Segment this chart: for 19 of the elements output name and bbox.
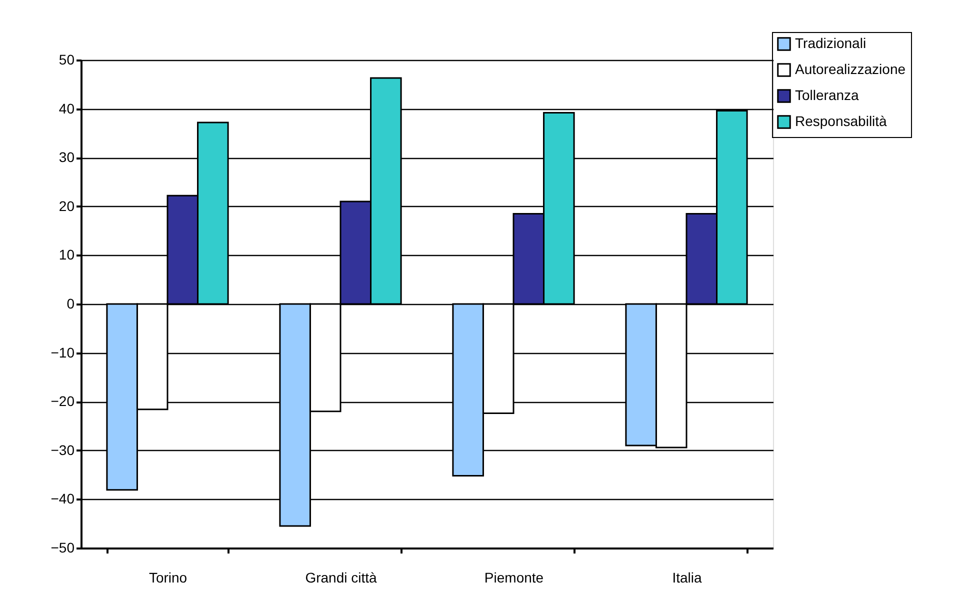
y-tick-label: −10 bbox=[50, 344, 75, 360]
x-tick-label: Italia bbox=[672, 570, 702, 586]
y-tick-label: −30 bbox=[50, 442, 75, 458]
x-tick-label: Piemonte bbox=[484, 570, 544, 586]
x-tick-label: Grandi città bbox=[305, 570, 378, 586]
y-tick-label: 30 bbox=[58, 149, 75, 166]
y-tick-label: 40 bbox=[58, 100, 75, 116]
y-tick-label: 10 bbox=[58, 246, 75, 263]
legend-label: Autorealizzazione bbox=[795, 61, 906, 77]
y-tick-label: 20 bbox=[58, 198, 75, 214]
y-tick-label: −40 bbox=[50, 490, 75, 507]
y-tick-label: −20 bbox=[50, 393, 75, 410]
y-tick-label: 50 bbox=[58, 52, 75, 68]
legend-label: Tolleranza bbox=[795, 87, 860, 103]
legend-label: Responsabilità bbox=[795, 113, 888, 129]
y-tick-label: −50 bbox=[50, 540, 75, 556]
legend-label: Tradizionali bbox=[795, 35, 866, 51]
x-tick-label: Torino bbox=[148, 570, 188, 586]
y-tick-label: 0 bbox=[66, 296, 75, 312]
